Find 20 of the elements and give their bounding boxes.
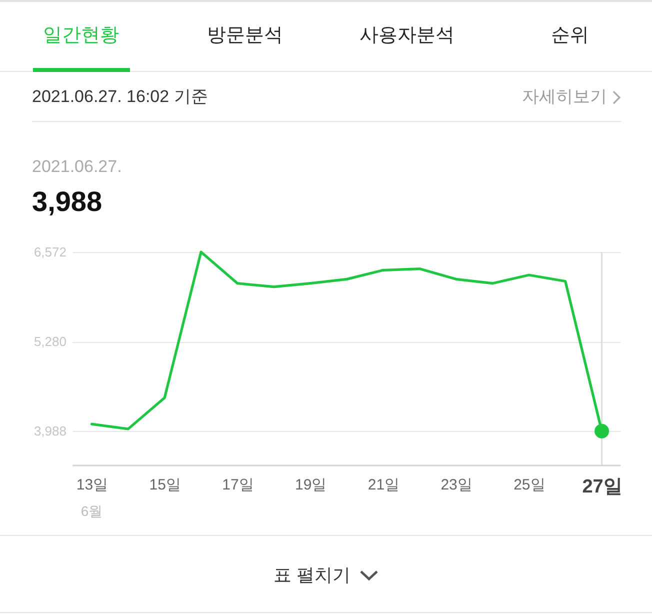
x-tick-label: 25일 (514, 476, 546, 494)
y-tick-label: 6,572 (34, 244, 66, 260)
x-tick-label: 17일 (222, 476, 254, 494)
y-tick-label: 3,988 (34, 424, 66, 439)
x-tick-label: 15일 (149, 476, 181, 494)
x-tick-label: 21일 (368, 476, 400, 494)
text: 자세히보기 (522, 86, 607, 108)
text: 순위 (551, 24, 589, 48)
text: 6월 (80, 503, 103, 519)
text: 표 펼치기 (273, 564, 351, 586)
y-tick-label: 5,280 (34, 334, 66, 350)
text: 2021.06.27. 16:02 기준 (32, 86, 208, 108)
text: 2021.06.27. (32, 156, 122, 178)
x-tick-label: 13일 (76, 476, 108, 494)
x-tick-label: 19일 (294, 476, 327, 494)
text: 방문분석 (207, 24, 283, 48)
x-tick-label: 27일 (582, 476, 622, 498)
x-tick-label: 23일 (440, 476, 472, 494)
text: 사용자분석 (360, 24, 454, 48)
text: 일간현황 (43, 24, 119, 48)
